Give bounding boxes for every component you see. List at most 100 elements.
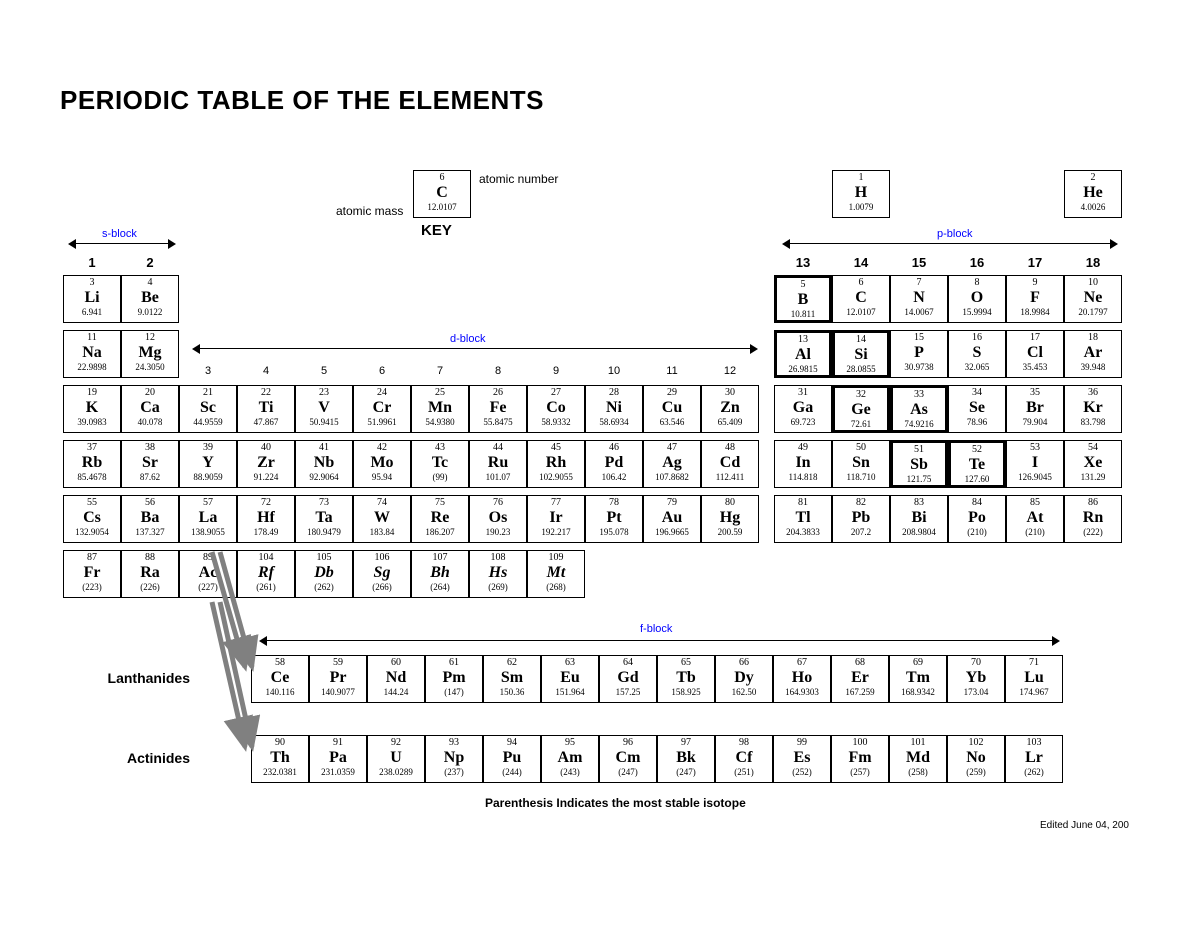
group-15: 15: [890, 255, 948, 270]
cell-B: 5B10.811: [774, 275, 832, 323]
group-18: 18: [1064, 255, 1122, 270]
atomic-number: 53: [1007, 442, 1063, 454]
atomic-number: 86: [1065, 497, 1121, 509]
group-4: 4: [237, 365, 295, 377]
element-symbol: Zr: [238, 454, 294, 472]
element-symbol: Sm: [484, 669, 540, 687]
atomic-number: 48: [702, 442, 758, 454]
atomic-number: 47: [644, 442, 700, 454]
element-symbol: Co: [528, 399, 584, 417]
atomic-mass: (237): [426, 767, 482, 777]
element-symbol: Pd: [586, 454, 642, 472]
cell-Mo: 42Mo95.94: [353, 440, 411, 488]
atomic-number: 27: [528, 387, 584, 399]
element-symbol: Br: [1007, 399, 1063, 417]
atomic-number: 99: [774, 737, 830, 749]
cell-Ag: 47Ag107.8682: [643, 440, 701, 488]
atomic-mass: (243): [542, 767, 598, 777]
cell-Ir: 77Ir192.217: [527, 495, 585, 543]
p-block-arrow: [785, 243, 1115, 244]
cell-Au: 79Au196.9665: [643, 495, 701, 543]
atomic-number: 41: [296, 442, 352, 454]
group-9: 9: [527, 365, 585, 377]
atomic-mass: 63.546: [644, 417, 700, 427]
atomic-mass: 85.4678: [64, 472, 120, 482]
atomic-number: 24: [354, 387, 410, 399]
cell-Si: 14Si28.0855: [832, 330, 890, 378]
atomic-number: 43: [412, 442, 468, 454]
cell-No: 102No(259): [947, 735, 1005, 783]
cell-P: 15P30.9738: [890, 330, 948, 378]
atomic-number: 73: [296, 497, 352, 509]
atomic-mass: 132.9054: [64, 527, 120, 537]
element-symbol: Tc: [412, 454, 468, 472]
cell-U: 92U238.0289: [367, 735, 425, 783]
s-block-arrow: [71, 243, 173, 244]
element-symbol: Be: [122, 289, 178, 307]
cell-Ar: 18Ar39.948: [1064, 330, 1122, 378]
atomic-number: 49: [775, 442, 831, 454]
cell-Al: 13Al26.9815: [774, 330, 832, 378]
atomic-mass: 87.62: [122, 472, 178, 482]
cell-F: 9F18.9984: [1006, 275, 1064, 323]
key-title: KEY: [421, 222, 452, 239]
atomic-number: 34: [949, 387, 1005, 399]
atomic-mass: 47.867: [238, 417, 294, 427]
element-symbol: Mn: [412, 399, 468, 417]
cell-Os: 76Os190.23: [469, 495, 527, 543]
atomic-number: 29: [644, 387, 700, 399]
f-block-label: f-block: [640, 623, 672, 635]
atomic-mass: 127.60: [951, 474, 1003, 484]
element-symbol: O: [949, 289, 1005, 307]
element-symbol: Cl: [1007, 344, 1063, 362]
atomic-mass: 204.3833: [775, 527, 831, 537]
cell-H: 1 H 1.0079: [832, 170, 890, 218]
atomic-number: 84: [949, 497, 1005, 509]
atomic-number: 8: [949, 277, 1005, 289]
atomic-mass: 178.49: [238, 527, 294, 537]
atomic-number: 100: [832, 737, 888, 749]
element-symbol: Fe: [470, 399, 526, 417]
cell-Zr: 40Zr91.224: [237, 440, 295, 488]
series-connector-arrows: [190, 542, 270, 792]
cell-At: 85At(210): [1006, 495, 1064, 543]
key-atomic-mass: 12.0107: [414, 202, 470, 212]
element-symbol: Sr: [122, 454, 178, 472]
atomic-number: 94: [484, 737, 540, 749]
atomic-mass: 35.453: [1007, 362, 1063, 372]
element-symbol: Ra: [122, 564, 178, 582]
atomic-mass: 157.25: [600, 687, 656, 697]
element-symbol: Pu: [484, 749, 540, 767]
atomic-number: 91: [310, 737, 366, 749]
cell-Fr: 87Fr(223): [63, 550, 121, 598]
cell-Mn: 25Mn54.9380: [411, 385, 469, 433]
cell-Cu: 29Cu63.546: [643, 385, 701, 433]
atomic-mass: (259): [948, 767, 1004, 777]
cell-Pt: 78Pt195.078: [585, 495, 643, 543]
atomic-mass: 1.0079: [833, 202, 889, 212]
element-symbol: Ca: [122, 399, 178, 417]
key-atomic-number: 6: [414, 172, 470, 184]
cell-Nd: 60Nd144.24: [367, 655, 425, 703]
element-symbol: Np: [426, 749, 482, 767]
element-symbol: Hf: [238, 509, 294, 527]
edited-date: Edited June 04, 200: [1040, 820, 1129, 831]
atomic-mass: 40.078: [122, 417, 178, 427]
element-symbol: Yb: [948, 669, 1004, 687]
page-title: PERIODIC TABLE OF THE ELEMENTS: [60, 85, 544, 116]
atomic-number: 19: [64, 387, 120, 399]
atomic-mass: (262): [1006, 767, 1062, 777]
atomic-mass: (210): [1007, 527, 1063, 537]
atomic-number: 106: [354, 552, 410, 564]
element-symbol: Ar: [1065, 344, 1121, 362]
atomic-number: 5: [777, 279, 829, 291]
element-symbol: Rh: [528, 454, 584, 472]
atomic-mass: 95.94: [354, 472, 410, 482]
element-symbol: Am: [542, 749, 598, 767]
atomic-number: 109: [528, 552, 584, 564]
element-symbol: Lu: [1006, 669, 1062, 687]
key-symbol: C: [414, 184, 470, 202]
group-1: 1: [63, 255, 121, 270]
element-symbol: Cs: [64, 509, 120, 527]
atomic-mass: 186.207: [412, 527, 468, 537]
